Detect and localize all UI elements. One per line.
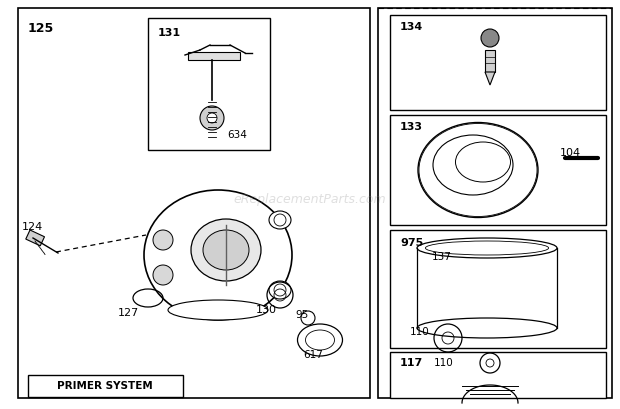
- Text: 131: 131: [158, 28, 181, 38]
- Bar: [18, 8, 370, 398]
- Bar: [28, 375, 183, 397]
- Ellipse shape: [269, 211, 291, 229]
- Text: 137: 137: [432, 252, 452, 262]
- Bar: [390, 352, 606, 398]
- Text: eReplacementParts.com: eReplacementParts.com: [234, 193, 386, 207]
- Text: 130: 130: [256, 305, 277, 315]
- Ellipse shape: [418, 123, 538, 218]
- Circle shape: [481, 29, 499, 47]
- Polygon shape: [485, 72, 495, 85]
- Ellipse shape: [191, 219, 261, 281]
- Text: 104: 104: [560, 148, 581, 158]
- Ellipse shape: [417, 318, 557, 338]
- Bar: [390, 230, 606, 348]
- Text: 125: 125: [28, 22, 55, 35]
- Text: 133: 133: [400, 122, 423, 132]
- Ellipse shape: [417, 238, 557, 258]
- Text: 127: 127: [118, 308, 140, 318]
- Ellipse shape: [269, 281, 291, 299]
- Circle shape: [274, 284, 286, 296]
- Bar: [378, 8, 612, 398]
- Text: 617: 617: [303, 350, 323, 360]
- Text: 117: 117: [400, 358, 423, 368]
- Text: 95: 95: [295, 310, 308, 320]
- Circle shape: [207, 113, 217, 123]
- Text: 975: 975: [400, 238, 423, 248]
- Bar: [148, 18, 270, 150]
- Bar: [188, 52, 240, 60]
- Ellipse shape: [203, 230, 249, 270]
- Circle shape: [274, 214, 286, 226]
- Text: 134: 134: [400, 22, 423, 32]
- Bar: [26, 230, 45, 246]
- Circle shape: [153, 230, 173, 250]
- Bar: [390, 15, 606, 110]
- Ellipse shape: [144, 190, 292, 320]
- Text: 634: 634: [227, 130, 247, 140]
- Text: 110: 110: [434, 358, 454, 368]
- Ellipse shape: [168, 300, 268, 320]
- Circle shape: [153, 265, 173, 285]
- Text: PRIMER SYSTEM: PRIMER SYSTEM: [57, 381, 153, 391]
- Circle shape: [200, 106, 224, 130]
- Bar: [485, 50, 495, 72]
- Text: 124: 124: [22, 222, 43, 232]
- Text: 110: 110: [410, 327, 430, 337]
- Bar: [390, 115, 606, 225]
